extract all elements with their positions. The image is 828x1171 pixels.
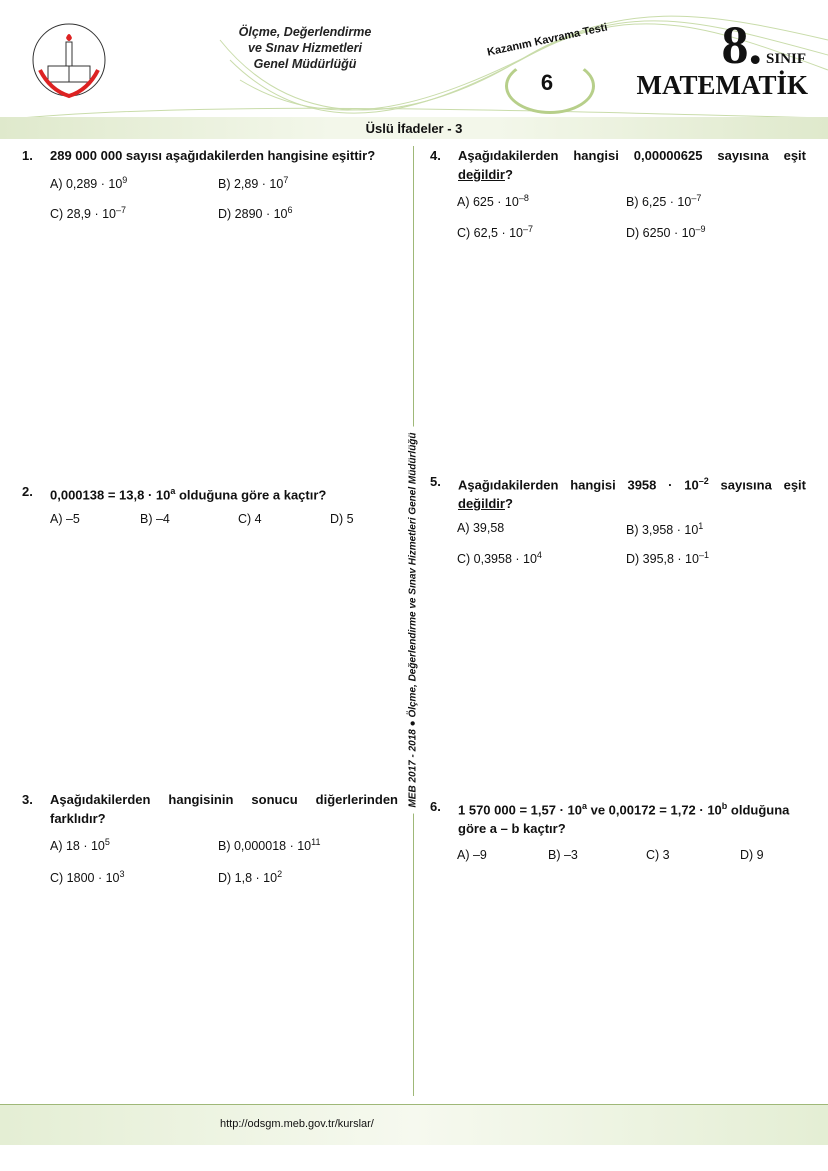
option-c[interactable]: C) 3 — [646, 848, 670, 862]
org-line: ve Sınav Hizmetleri — [248, 41, 362, 55]
question-text: 1 570 000 = 1,57 · 10a ve 0,00172 = 1,72… — [458, 801, 790, 837]
grade: 8. SINIF — [721, 14, 806, 76]
option-d[interactable]: D) 6250 · 10–9 — [626, 224, 706, 241]
question-number: 1. — [22, 148, 33, 163]
option-a[interactable]: A) –9 — [457, 848, 487, 862]
option-b[interactable]: B) –3 — [548, 848, 578, 862]
org-line: Ölçme, Değerlendirme — [238, 25, 372, 39]
option-b[interactable]: B) 2,89 · 107 — [218, 175, 289, 192]
question-5: 5. Aşağıdakilerden hangisi 3958 · 10–2 s… — [430, 472, 806, 513]
subject: MATEMATİK — [636, 70, 809, 100]
question-number: 4. — [430, 148, 441, 163]
question-number: 5. — [430, 474, 441, 489]
option-c[interactable]: C) 28,9 · 10–7 — [50, 205, 127, 222]
option-c[interactable]: C) 1800 · 103 — [50, 869, 125, 886]
option-d[interactable]: D) 1,8 · 102 — [218, 869, 283, 886]
option-c[interactable]: C) 4 — [238, 512, 262, 526]
question-number: 6. — [430, 799, 441, 814]
option-d[interactable]: D) 2890 · 106 — [218, 205, 293, 222]
grade-label: SINIF — [765, 51, 806, 67]
question-3: 3. Aşağıdakilerden hangisinin sonucu diğ… — [22, 790, 398, 828]
question-1: 1. 289 000 000 sayısı aşağıdakilerden ha… — [22, 146, 402, 165]
side-text: MEB 2017 - 2018 ● Ölçme, Değerlendirme v… — [407, 426, 419, 814]
question-number: 2. — [22, 484, 33, 499]
footer-band — [0, 1105, 828, 1145]
question-6: 6. 1 570 000 = 1,57 · 10a ve 0,00172 = 1… — [430, 797, 806, 838]
organization-name: Ölçme, Değerlendirme ve Sınav Hizmetleri… — [200, 24, 410, 72]
footer-line — [0, 1104, 828, 1105]
question-2: 2. 0,000138 = 13,8 · 10a olduğuna göre a… — [22, 482, 402, 504]
option-b[interactable]: B) 6,25 · 10–7 — [626, 193, 702, 210]
option-a[interactable]: A) 625 · 10–8 — [457, 193, 529, 210]
option-d[interactable]: D) 395,8 · 10–1 — [626, 550, 709, 567]
option-b[interactable]: B) 0,000018 · 1011 — [218, 837, 321, 854]
option-a[interactable]: A) –5 — [50, 512, 80, 526]
option-c[interactable]: C) 0,3958 · 104 — [457, 550, 542, 567]
question-text: Aşağıdakilerden hangisi 3958 · 10–2 sayı… — [458, 476, 806, 512]
topic-title: Üslü İfadeler - 3 — [365, 121, 463, 136]
option-b[interactable]: B) –4 — [140, 512, 170, 526]
option-d[interactable]: D) 9 — [740, 848, 764, 862]
question-text: Aşağıdakilerden hangisinin sonucu diğerl… — [50, 792, 398, 826]
question-4: 4. Aşağıdakilerden hangisi 0,00000625 sa… — [430, 146, 806, 184]
test-number-badge — [505, 58, 595, 114]
question-text: Aşağıdakilerden hangisi 0,00000625 sayıs… — [458, 148, 806, 182]
header-wave-decoration — [0, 15, 828, 121]
option-a[interactable]: A) 39,58 — [457, 521, 505, 535]
footer-url[interactable]: http://odsgm.meb.gov.tr/kurslar/ — [220, 1118, 374, 1130]
option-c[interactable]: C) 62,5 · 10–7 — [457, 224, 534, 241]
option-a[interactable]: A) 0,289 · 109 — [50, 175, 128, 192]
grade-number: 8. — [721, 15, 762, 75]
option-a[interactable]: A) 18 · 105 — [50, 837, 110, 854]
question-number: 3. — [22, 792, 33, 807]
option-b[interactable]: B) 3,958 · 101 — [626, 521, 704, 538]
test-number: 6 — [540, 70, 554, 95]
org-line: Genel Müdürlüğü — [253, 57, 357, 71]
option-d[interactable]: D) 5 — [330, 512, 354, 526]
question-text: 0,000138 = 13,8 · 10a olduğuna göre a ka… — [50, 486, 327, 503]
ministry-logo — [32, 23, 106, 99]
topic-band — [0, 117, 828, 139]
question-text: 289 000 000 sayısı aşağıdakilerden hangi… — [50, 148, 376, 163]
